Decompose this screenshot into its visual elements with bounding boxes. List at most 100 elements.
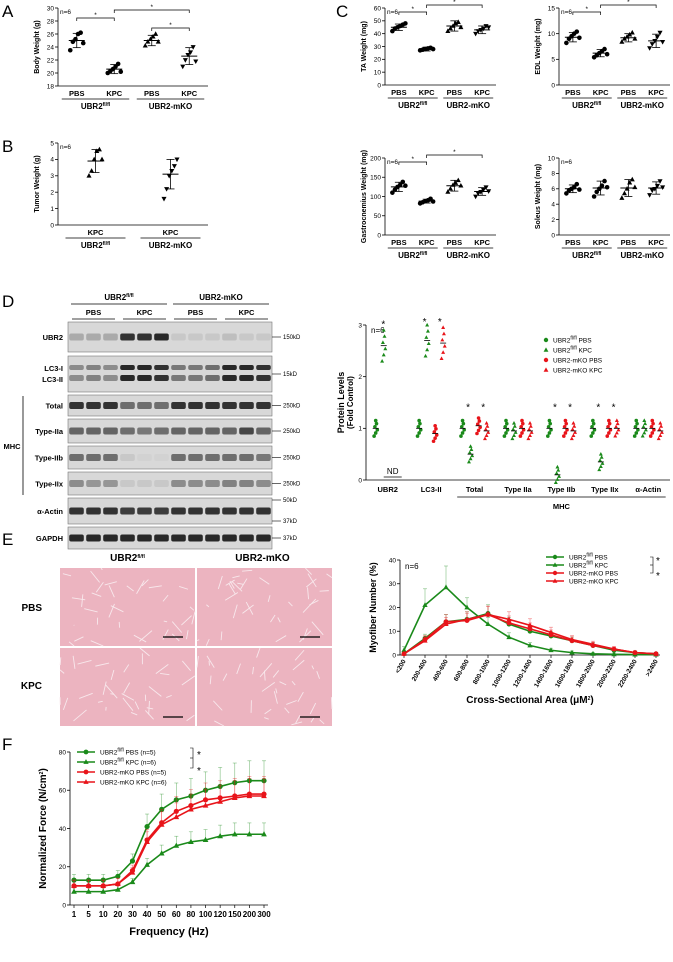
blot-band bbox=[86, 375, 101, 381]
e-point bbox=[506, 616, 512, 622]
d-point bbox=[426, 341, 431, 346]
c3-point bbox=[475, 191, 481, 197]
d-sig-star: * bbox=[381, 320, 385, 331]
d-point bbox=[657, 427, 662, 431]
e-x-tick-label: 2200-2400 bbox=[617, 658, 639, 689]
blot-band bbox=[154, 427, 169, 435]
histo-fiber-boundary bbox=[294, 649, 305, 661]
blot-band bbox=[137, 375, 152, 381]
c2-category-label: PBS bbox=[565, 88, 580, 97]
d-point bbox=[590, 424, 594, 429]
c4-y-tick-label: 8 bbox=[551, 171, 555, 178]
d-point bbox=[483, 427, 488, 431]
d-point bbox=[643, 427, 648, 432]
d-legend-marker bbox=[543, 367, 549, 372]
c1-point bbox=[486, 25, 492, 31]
blot-band bbox=[256, 375, 271, 381]
panel-a-body-weight: 18 20 22 24 26 28 30 Body Weight (g) n=6 PBS KPC PB… bbox=[34, 4, 208, 111]
d-point bbox=[484, 433, 489, 438]
d-point bbox=[549, 428, 553, 432]
d-point bbox=[650, 431, 655, 435]
d-y-tick-label: 3 bbox=[358, 322, 362, 329]
d-point bbox=[469, 447, 474, 451]
a-category-label: KPC bbox=[181, 89, 197, 98]
d-point bbox=[373, 431, 378, 435]
e-point bbox=[569, 649, 575, 655]
d-sig-star: * bbox=[423, 317, 427, 328]
d-point bbox=[462, 428, 466, 432]
a-sig-bracket bbox=[76, 17, 115, 21]
histo-col-label: UBR2fl/fl bbox=[110, 553, 145, 564]
d-point bbox=[513, 430, 518, 434]
blot-band bbox=[205, 534, 220, 542]
blot-kd-marker: 250kD bbox=[283, 429, 301, 435]
histo-fiber-boundary bbox=[108, 585, 115, 598]
d-point bbox=[553, 480, 558, 485]
f-y-tick-label: 60 bbox=[59, 788, 67, 795]
e-point bbox=[422, 602, 428, 608]
a-y-tick-label: 18 bbox=[47, 83, 55, 90]
d-point bbox=[486, 430, 491, 434]
blot-band bbox=[137, 402, 152, 409]
d-point bbox=[591, 418, 595, 423]
d-point bbox=[648, 434, 653, 438]
f-point bbox=[129, 858, 136, 864]
c3-sig-star: * bbox=[453, 149, 456, 156]
a-point bbox=[155, 39, 161, 44]
d-point bbox=[632, 434, 637, 438]
c1-y-tick-label: 50 bbox=[374, 18, 382, 25]
d-point bbox=[382, 334, 387, 338]
d-point bbox=[433, 436, 437, 440]
blot-band bbox=[222, 454, 237, 461]
blot-kd-marker: 250kD bbox=[283, 456, 301, 462]
blot-band bbox=[188, 454, 203, 461]
blot-kd-marker: 37kD bbox=[283, 519, 298, 525]
blot-band bbox=[256, 534, 271, 542]
c1-sig-star: * bbox=[453, 0, 456, 6]
histo-image bbox=[60, 568, 195, 646]
histo-fiber-boundary bbox=[181, 660, 191, 672]
e-point bbox=[506, 634, 512, 640]
b-point bbox=[171, 164, 177, 169]
c3-point bbox=[447, 186, 454, 191]
histo-fiber-boundary bbox=[231, 581, 243, 592]
histo-fiber-boundary bbox=[240, 578, 248, 590]
blot-band bbox=[256, 402, 271, 409]
a-point bbox=[115, 61, 121, 67]
d-point bbox=[467, 450, 472, 455]
panel-letter-f: F bbox=[2, 735, 12, 754]
blot-band bbox=[69, 402, 84, 409]
histo-fiber-boundary bbox=[311, 621, 324, 636]
blot-kd-marker: 250kD bbox=[283, 404, 301, 410]
f-legend-label: UBR2-mKO PBS (n=5) bbox=[100, 770, 166, 777]
f-x-tick-label: 40 bbox=[143, 910, 152, 919]
blot-band bbox=[69, 427, 84, 435]
c2-point bbox=[654, 34, 660, 40]
histo-fiber-boundary bbox=[264, 708, 272, 715]
histo-fiber-boundary bbox=[162, 594, 169, 602]
c2-sig-bracket bbox=[600, 4, 657, 8]
blot-band bbox=[103, 534, 118, 542]
c2-group-label: UBR2fl/fl bbox=[572, 101, 602, 110]
d-point bbox=[640, 433, 645, 438]
blot-band bbox=[69, 480, 84, 487]
f-point bbox=[158, 821, 165, 827]
histo-fiber-boundary bbox=[122, 697, 134, 711]
d-point bbox=[502, 434, 507, 438]
d-point bbox=[512, 433, 516, 438]
histo-fiber-boundary bbox=[162, 629, 169, 640]
blot-band bbox=[103, 480, 118, 487]
blot-group-label: UBR2fl/fl bbox=[104, 293, 134, 302]
e-x-tick-label: >2400 bbox=[645, 658, 660, 678]
f-series-line bbox=[74, 793, 264, 887]
c1-y-tick-label: 20 bbox=[374, 57, 382, 64]
f-x-tick-label: 200 bbox=[243, 910, 257, 919]
f-x-tick-label: 20 bbox=[113, 910, 122, 919]
c1-sig-bracket bbox=[398, 11, 427, 15]
histo-fiber-boundary bbox=[130, 712, 138, 716]
histo-fiber-boundary bbox=[309, 600, 319, 606]
blot-kd-marker: 150kD bbox=[283, 335, 301, 341]
blot-band bbox=[120, 480, 135, 487]
b-ylabel: Tumor Weight (g) bbox=[34, 155, 41, 212]
e-legend-label: UBR2-mKO KPC bbox=[569, 578, 619, 585]
